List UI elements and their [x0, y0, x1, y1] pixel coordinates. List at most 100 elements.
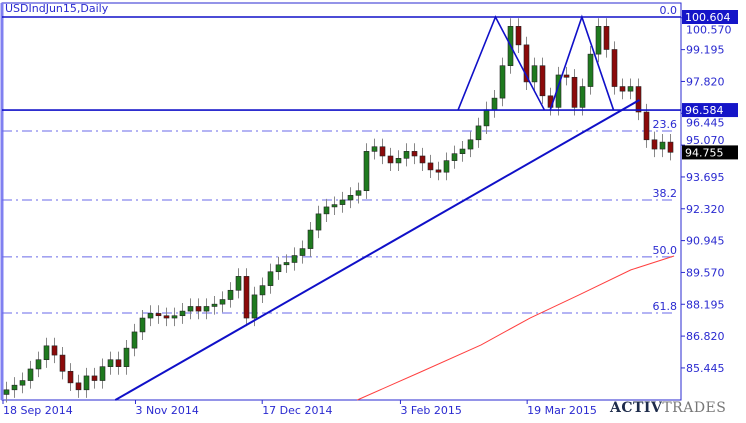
candle — [19, 372, 26, 394]
candle — [331, 196, 338, 216]
x-tick-label: 3 Nov 2014 — [135, 404, 198, 417]
candle-body — [539, 65, 546, 97]
candle — [83, 367, 90, 398]
candle-body — [139, 317, 146, 333]
candle — [59, 346, 66, 380]
price-label-box — [682, 103, 738, 118]
candle-body — [307, 229, 314, 249]
candle-body — [347, 195, 354, 201]
candle — [459, 140, 466, 162]
candle — [67, 363, 74, 391]
candle — [235, 268, 242, 299]
candle-body — [619, 86, 626, 92]
candle-body — [83, 375, 90, 391]
fib-level-label: 23.6 — [653, 118, 678, 131]
candle-body — [419, 155, 426, 164]
candle-body — [371, 146, 378, 152]
candle-body — [291, 255, 298, 263]
price-label: 100.604 — [685, 11, 731, 24]
candle-body — [27, 368, 34, 381]
candle-body — [243, 276, 250, 319]
candle — [403, 143, 410, 167]
candle-body — [403, 151, 410, 159]
moving-average-line — [357, 255, 675, 401]
candle — [587, 46, 594, 95]
candle-body — [571, 76, 578, 108]
candle-body — [467, 139, 474, 150]
candle — [51, 337, 58, 364]
candle-body — [595, 26, 602, 55]
candle — [611, 41, 618, 95]
candle-body — [59, 354, 66, 372]
candle — [275, 256, 282, 280]
candle — [451, 145, 458, 169]
candle — [243, 268, 250, 327]
candle-body — [227, 289, 234, 300]
candle — [619, 78, 626, 100]
y-tick-label: 90.945 — [686, 235, 725, 248]
fib-level-label: 0.0 — [660, 4, 678, 17]
candle — [523, 36, 530, 91]
candle-body — [499, 65, 506, 99]
candle — [171, 307, 178, 327]
candle — [131, 323, 138, 357]
candle — [339, 191, 346, 213]
candle — [291, 247, 298, 271]
candle-body — [219, 299, 226, 305]
candle — [139, 309, 146, 341]
candle — [91, 367, 98, 389]
candle — [147, 305, 154, 327]
candle-body — [515, 26, 522, 46]
candle — [107, 351, 114, 375]
y-tick-label: 99.195 — [686, 44, 725, 57]
candle-body — [611, 49, 618, 87]
candle-body — [187, 306, 194, 312]
candle-body — [11, 384, 18, 391]
candle-body — [587, 53, 594, 87]
y-tick-label: 92.320 — [686, 203, 725, 216]
candle-body — [531, 65, 538, 83]
fib-level-label: 38.2 — [653, 187, 678, 200]
candle-body — [363, 151, 370, 192]
chart-title: USDIndJun15,Daily — [5, 2, 109, 15]
candle — [499, 57, 506, 107]
candle — [99, 358, 106, 389]
candle-body — [259, 285, 266, 296]
fib-level-label: 50.0 — [653, 244, 678, 257]
candle — [35, 351, 42, 378]
candle — [163, 307, 170, 327]
candle-body — [339, 199, 346, 205]
candle — [323, 198, 330, 222]
candle — [43, 337, 50, 368]
candle-body — [179, 310, 186, 317]
y-tick-label: 95.070 — [686, 134, 725, 147]
candle — [3, 381, 10, 403]
candle — [635, 78, 642, 121]
candle-body — [51, 345, 58, 356]
y-tick-label: 97.820 — [686, 75, 725, 88]
candle-body — [651, 139, 658, 150]
candle — [187, 298, 194, 320]
pattern-line — [457, 15, 546, 111]
candle-body — [323, 206, 330, 215]
candle — [427, 154, 434, 178]
y-tick-label: 88.195 — [686, 298, 725, 311]
candle-body — [355, 190, 362, 196]
candle — [195, 298, 202, 320]
y-tick-label: 86.820 — [686, 330, 725, 343]
candle-body — [523, 44, 530, 83]
candle — [435, 161, 442, 181]
candle-body — [123, 347, 130, 367]
candle-body — [3, 389, 10, 395]
candle — [11, 377, 18, 398]
x-tick-label: 18 Sep 2014 — [3, 404, 73, 417]
price-label: 94.755 — [685, 146, 724, 159]
pattern-line — [549, 14, 615, 111]
candle — [651, 131, 658, 158]
candle — [643, 103, 650, 148]
candle-body — [395, 158, 402, 164]
candle-body — [443, 160, 450, 173]
candle-body — [19, 380, 26, 386]
candle-body — [659, 141, 666, 150]
candle — [27, 360, 34, 389]
